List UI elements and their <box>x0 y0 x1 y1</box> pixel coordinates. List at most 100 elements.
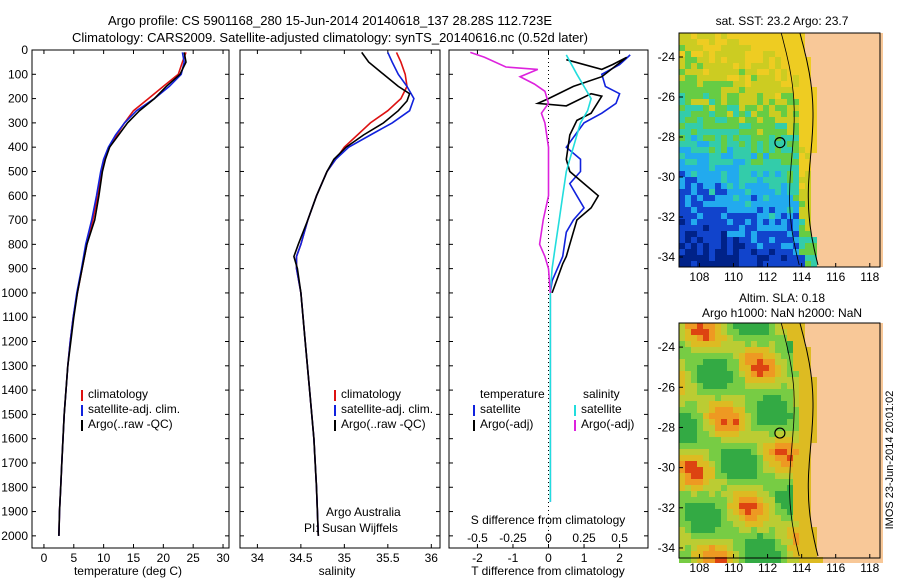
map-cell <box>859 141 865 147</box>
map-cell <box>799 347 805 353</box>
map-cell <box>739 341 745 347</box>
map-cell <box>727 225 733 231</box>
map-cell <box>865 141 871 147</box>
map-cell <box>787 225 793 231</box>
map-cell <box>859 443 865 449</box>
map-cell <box>859 231 865 237</box>
map-cell <box>697 219 703 225</box>
map-cell <box>871 395 877 401</box>
map-cell <box>739 461 745 467</box>
map-cell <box>751 353 757 359</box>
map-cell <box>697 39 703 45</box>
map-cell <box>841 93 847 99</box>
map-cell <box>733 401 739 407</box>
map-cell <box>775 159 781 165</box>
map-cell <box>739 39 745 45</box>
map-cell <box>739 551 745 557</box>
map-cell <box>733 225 739 231</box>
map-cell <box>793 189 799 195</box>
map-cell <box>835 341 841 347</box>
map-cell <box>841 389 847 395</box>
map-cell <box>751 33 757 39</box>
map-cell <box>805 377 811 383</box>
map-cell <box>829 323 835 329</box>
map-cell <box>817 473 823 479</box>
map-cell <box>703 461 709 467</box>
map-cell <box>745 57 751 63</box>
map-cell <box>823 539 829 545</box>
map-cell <box>823 75 829 81</box>
map-cell <box>757 57 763 63</box>
map-cell <box>829 335 835 341</box>
map-cell <box>811 147 817 153</box>
map-cell <box>829 243 835 249</box>
map-cell <box>727 503 733 509</box>
map-cell <box>823 449 829 455</box>
map-cell <box>871 551 877 557</box>
map-cell <box>715 261 721 267</box>
map-x-tick-label: 116 <box>826 270 845 284</box>
map-cell <box>787 425 793 431</box>
map-cell <box>847 491 853 497</box>
map-cell <box>751 117 757 123</box>
map-cell <box>865 419 871 425</box>
map-cell <box>751 141 757 147</box>
map-cell <box>799 323 805 329</box>
map-cell <box>775 123 781 129</box>
map-cell <box>727 545 733 551</box>
map-cell <box>739 195 745 201</box>
map-cell <box>775 201 781 207</box>
map-cell <box>811 413 817 419</box>
map-cell <box>685 195 691 201</box>
map-cell <box>829 177 835 183</box>
map-cell <box>727 99 733 105</box>
map-cell <box>817 431 823 437</box>
map-cell <box>763 485 769 491</box>
legend-label: Argo(..raw -QC) <box>88 417 173 431</box>
map-cell <box>703 33 709 39</box>
map-cell <box>853 201 859 207</box>
map-cell <box>727 461 733 467</box>
map-cell <box>739 419 745 425</box>
map-cell <box>841 335 847 341</box>
map-cell <box>769 365 775 371</box>
map-cell <box>757 485 763 491</box>
map-cell <box>733 69 739 75</box>
map-cell <box>727 389 733 395</box>
map-cell <box>715 425 721 431</box>
map-cell <box>787 371 793 377</box>
map-cell <box>793 443 799 449</box>
map-cell <box>745 497 751 503</box>
map-cell <box>745 491 751 497</box>
map-cell <box>721 69 727 75</box>
map-cell <box>679 335 685 341</box>
map-cell <box>805 509 811 515</box>
map-cell <box>715 183 721 189</box>
map-cell <box>703 521 709 527</box>
map-cell <box>769 207 775 213</box>
map-cell <box>805 141 811 147</box>
map-cell <box>805 401 811 407</box>
map-cell <box>805 135 811 141</box>
map-cell <box>703 189 709 195</box>
map-cell <box>799 521 805 527</box>
map-cell <box>769 81 775 87</box>
map-cell <box>871 545 877 551</box>
map-cell <box>841 485 847 491</box>
map-cell <box>697 485 703 491</box>
map-cell <box>799 485 805 491</box>
map-cell <box>781 341 787 347</box>
map-cell <box>709 261 715 267</box>
map-cell <box>751 443 757 449</box>
map-cell <box>781 231 787 237</box>
map-cell <box>745 165 751 171</box>
map-cell <box>679 509 685 515</box>
map-cell <box>847 551 853 557</box>
map-cell <box>721 509 727 515</box>
map-cell <box>733 485 739 491</box>
map-cell <box>871 341 877 347</box>
map-cell <box>721 515 727 521</box>
map-cell <box>799 431 805 437</box>
map-cell <box>853 473 859 479</box>
map-cell <box>679 461 685 467</box>
